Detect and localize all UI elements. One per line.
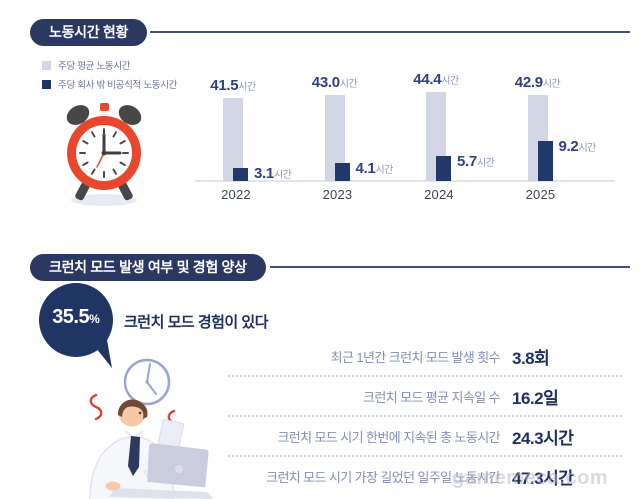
percent-number: 35.5 <box>52 306 90 328</box>
crunch-percent-value: 35.5% <box>38 306 114 329</box>
informal-hours-bar <box>436 156 451 181</box>
crunch-percent-bubble: 35.5% <box>38 282 124 372</box>
year-label: 2022 <box>221 187 251 202</box>
informal-hours-value: 4.1시간 <box>355 160 394 177</box>
year-label: 2023 <box>322 187 353 202</box>
informal-hours-value: 5.7시간 <box>457 153 495 170</box>
stat-value: 47.3시간 <box>512 468 574 488</box>
stress-squiggle-icon <box>89 393 103 421</box>
table-row: 크런치 모드 평균 지속일 수 16.2일 <box>228 377 622 417</box>
stat-label: 크런치 모드 시기 가장 길었던 일주일 노동시간 <box>266 469 501 485</box>
stat-value: 24.3시간 <box>512 428 574 448</box>
section-divider-line <box>150 31 630 33</box>
legend-swatch-light <box>42 60 51 70</box>
bar-group-2023: 43.0시간 4.1시간 2023 <box>312 60 395 202</box>
year-label: 2024 <box>424 187 454 202</box>
crunch-experience-label: 크런치 모드 경험이 있다 <box>124 314 269 331</box>
legend-label: 주당 회사 밖 비공식적 노동시간 <box>58 80 178 91</box>
chart-legend: 주당 평균 노동시간 주당 회사 밖 비공식적 노동시간 <box>42 58 177 96</box>
bar-group-2022: 41.5시간 3.1시간 2022 <box>210 60 293 202</box>
bar-group-2024: 44.4시간 5.7시간 2024 <box>413 60 496 202</box>
avg-hours-value: 42.9시간 <box>514 74 561 91</box>
avg-hours-value: 41.5시간 <box>210 77 256 94</box>
percent-sign: % <box>89 312 100 326</box>
section-title-crunch-mode: 크런치 모드 발생 여부 및 경험 양상 <box>30 254 266 281</box>
legend-swatch-dark <box>42 79 51 89</box>
stressed-worker-illustration <box>89 393 214 499</box>
section-title-work-hours: 노동시간 현황 <box>30 19 148 46</box>
avg-hours-value: 43.0시간 <box>311 74 358 91</box>
table-row: 크런치 모드 시기 한번에 지속된 총 노동시간 24.3시간 <box>228 417 622 457</box>
crunch-stats-table: 최근 1년간 크런치 모드 발생 횟수 3.8회 크런치 모드 평균 지속일 수… <box>228 337 622 495</box>
table-row: 최근 1년간 크런치 모드 발생 횟수 3.8회 <box>228 337 622 377</box>
informal-hours-bar <box>537 141 553 181</box>
stat-value: 3.8회 <box>512 348 550 368</box>
legend-item-informal-hours: 주당 회사 밖 비공식적 노동시간 <box>42 77 177 91</box>
alarm-clock-illustration <box>66 103 142 206</box>
year-label: 2025 <box>525 187 556 202</box>
watermark: gamemeca.com <box>452 467 609 489</box>
stat-value: 16.2일 <box>512 388 559 408</box>
avg-hours-bar <box>324 95 345 181</box>
stat-label: 최근 1년간 크런치 모드 발생 횟수 <box>330 349 501 365</box>
chart-baseline <box>195 180 615 182</box>
wall-clock-illustration <box>123 358 171 406</box>
legend-label: 주당 평균 노동시간 <box>58 61 131 72</box>
avg-hours-bar <box>223 98 243 181</box>
bar-chart: 41.5시간 3.1시간 2022 43.0시간 4.1시간 2023 44.4시간 5.7시… <box>195 60 620 202</box>
informal-hours-value: 9.2시간 <box>558 138 597 155</box>
avg-hours-value: 44.4시간 <box>413 71 459 88</box>
bar-group-2025: 42.9시간 9.2시간 2025 <box>515 60 598 202</box>
informal-hours-bar <box>334 163 350 181</box>
section-divider-line <box>270 266 630 268</box>
speech-bubble-icon <box>39 283 113 368</box>
table-row: 크런치 모드 시기 가장 길었던 일주일 노동시간 47.3시간 <box>228 457 622 495</box>
informal-hours-value: 3.1시간 <box>254 165 292 182</box>
legend-item-average-hours: 주당 평균 노동시간 <box>42 58 177 72</box>
stat-label: 크런치 모드 평균 지속일 수 <box>362 389 501 405</box>
informal-hours-bar <box>233 168 248 181</box>
stat-label: 크런치 모드 시기 한번에 지속된 총 노동시간 <box>277 429 500 445</box>
